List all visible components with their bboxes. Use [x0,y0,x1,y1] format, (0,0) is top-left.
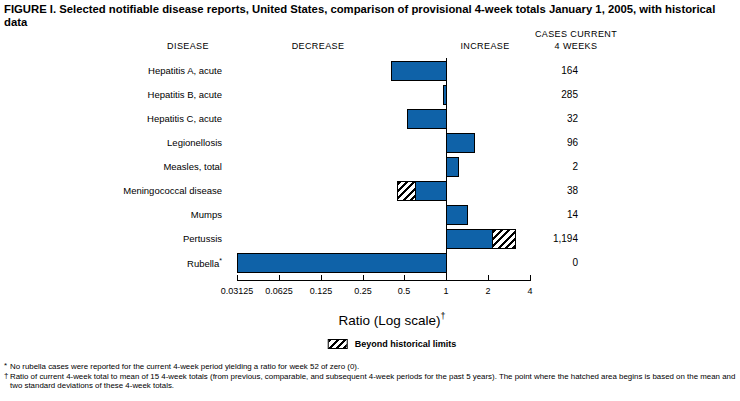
row-label: Hepatitis B, acute [148,89,222,100]
column-header-decrease: DECREASE [292,41,345,51]
x-axis-label-text: Ratio (Log scale) [338,313,440,328]
figure: FIGURE I. Selected notifiable disease re… [0,0,740,401]
baseline-ratio-1-line [446,58,447,280]
row-label: Hepatitis C, acute [147,113,222,124]
x-axis-tick [321,275,322,280]
row-case-count: 1,194 [553,233,578,244]
bar-segment [237,253,447,273]
row-case-count: 96 [567,137,578,148]
bar-segment-beyond-limit [492,229,516,249]
column-header-disease: DISEASE [167,41,209,51]
bar-segment [415,181,447,201]
legend: Beyond historical limits [328,339,457,349]
footnote-text: Ratio of current 4-week total to mean of… [10,372,737,391]
x-axis-tick [363,275,364,280]
x-axis-tick [404,275,405,280]
bar-segment [446,133,475,153]
figure-title: FIGURE I. Selected notifiable disease re… [4,3,738,29]
x-axis-tick-label: 2 [485,286,490,296]
column-header-cases-line2: 4 WEEKS [555,41,598,51]
x-axis-line [237,280,531,281]
row-label: Hepatitis A, acute [148,65,222,76]
x-axis-label: Ratio (Log scale)† [338,311,445,328]
row-label: Pertussis [183,233,222,244]
x-axis-tick-label: 0.5 [398,286,411,296]
footnote-marker: † [4,371,10,390]
row-label: Mumps [191,209,222,220]
bar-segment [446,205,468,225]
row-case-count: 38 [567,185,578,196]
x-axis-tick-label: 4 [527,286,532,296]
x-axis-tick-label: 0.03125 [221,286,254,296]
bar-segment [391,61,447,81]
row-label: Measles, total [163,161,222,172]
footnote-ratio: † Ratio of current 4-week total to mean … [4,372,737,391]
x-axis-tick [279,275,280,280]
hatched-swatch-icon [328,339,348,349]
x-axis-tick-label: 0.0625 [265,286,293,296]
row-label: Rubella* [187,257,222,269]
column-header-cases-line1: CASES CURRENT [535,29,617,39]
x-axis-tick [237,275,238,280]
x-axis-tick [446,275,447,280]
x-axis-label-dagger: † [441,311,446,321]
row-case-count: 2 [572,161,578,172]
legend-label: Beyond historical limits [355,339,457,349]
x-axis-tick [530,275,531,280]
x-axis-tick-label: 1 [443,286,448,296]
row-case-count: 164 [561,65,578,76]
row-label: Legionellosis [167,137,222,148]
row-label: Meningococcal disease [123,185,222,196]
row-case-count: 285 [561,89,578,100]
bar-segment-beyond-limit [397,181,416,201]
column-header-increase: INCREASE [460,41,509,51]
row-case-count: 0 [572,257,578,268]
footnote-rubella: * No rubella cases were reported for the… [4,362,737,372]
x-axis-tick [488,275,489,280]
footnote-text: No rubella cases were reported for the c… [10,362,737,372]
footnotes: * No rubella cases were reported for the… [4,362,737,391]
footnote-marker: * [4,361,10,371]
row-case-count: 14 [567,209,578,220]
x-axis-tick-label: 0.125 [310,286,333,296]
bar-segment [446,229,493,249]
row-case-count: 32 [567,113,578,124]
bar-segment [446,157,459,177]
x-axis-tick-label: 0.25 [354,286,372,296]
row-label-note-marker: * [219,257,222,264]
bar-segment [407,109,447,129]
